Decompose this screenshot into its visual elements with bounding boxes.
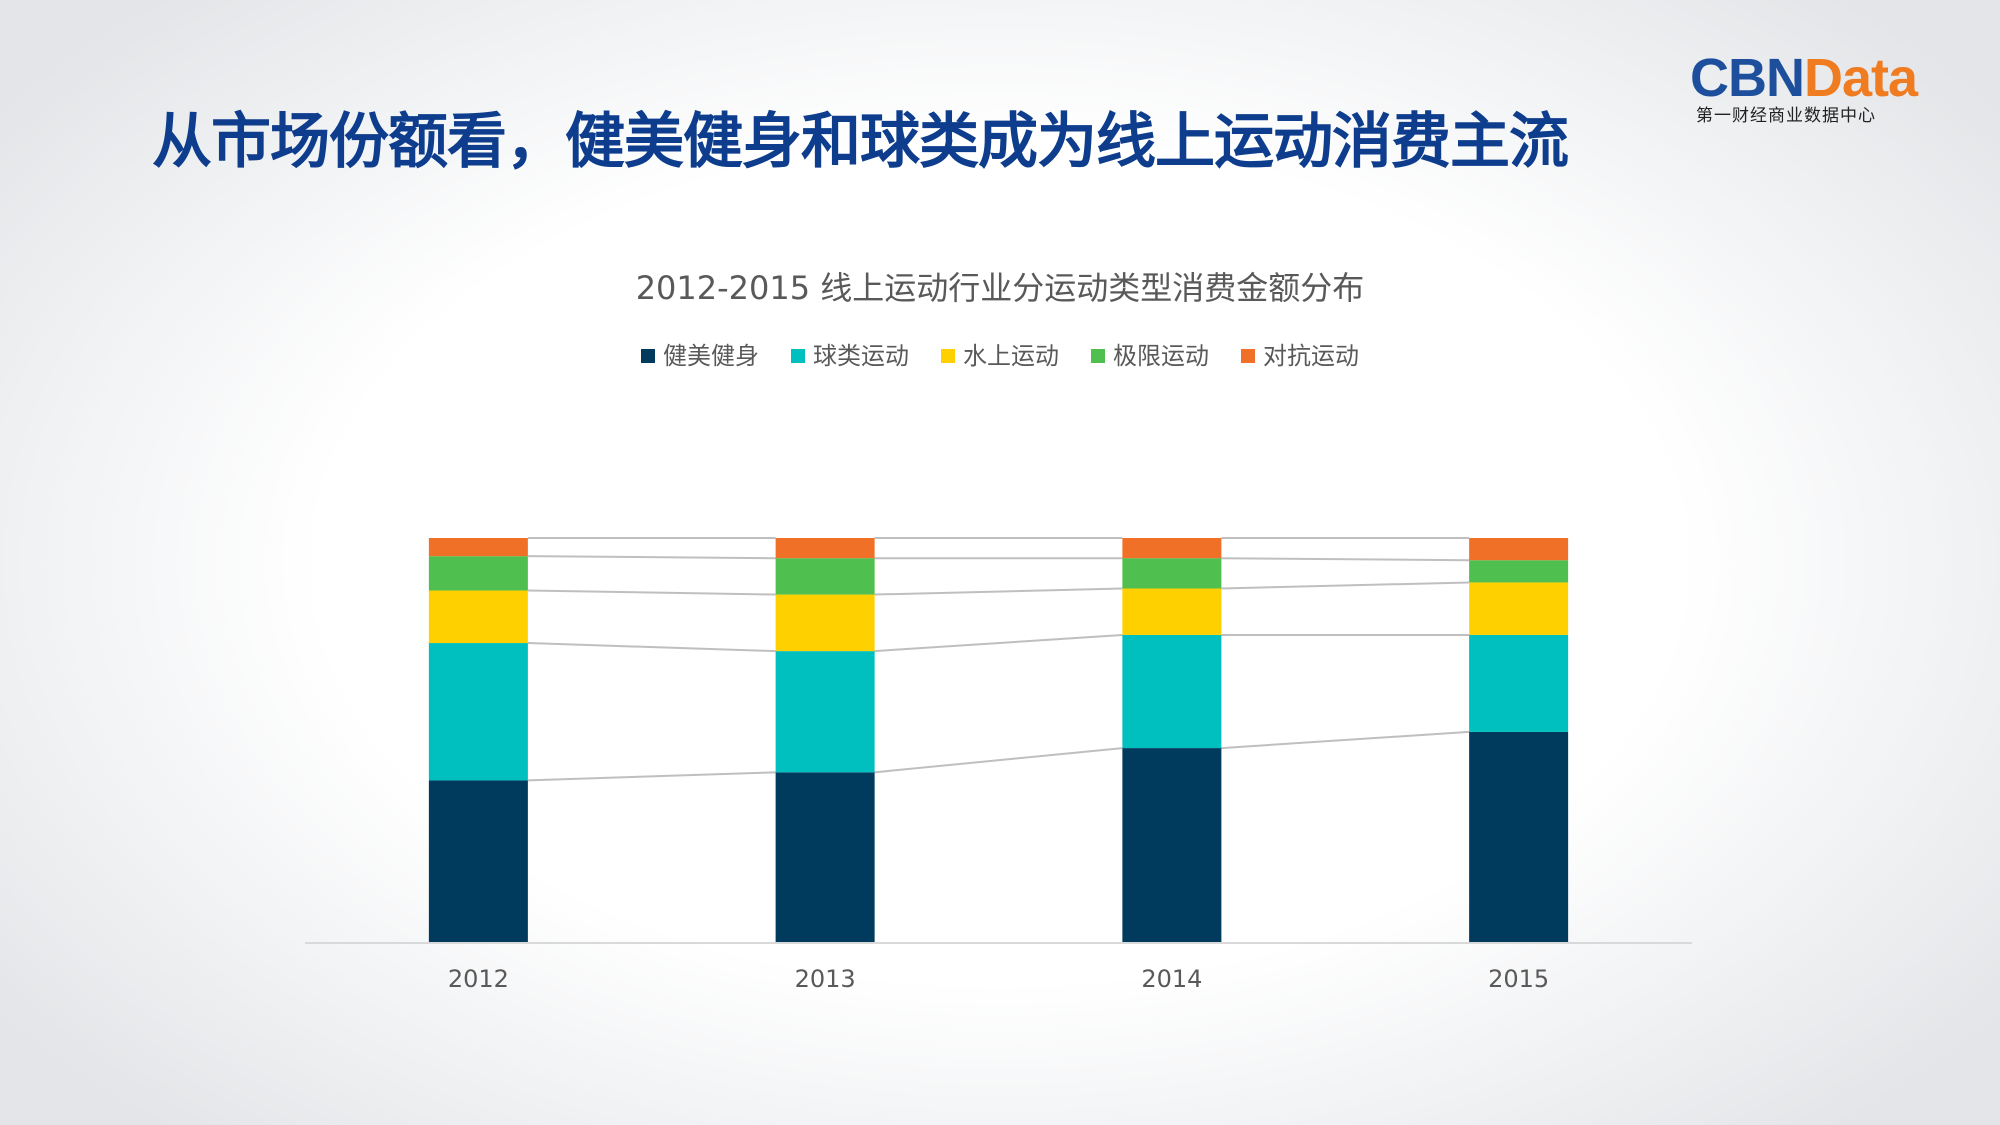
legend-label-ball-sports: 球类运动 [813, 342, 909, 370]
connector-line-fitness [874, 747, 1123, 774]
x-tick-label-2012: 2012 [448, 965, 509, 993]
legend-label-combat-sports: 对抗运动 [1263, 342, 1359, 370]
connector-line-ball-sports [527, 642, 776, 653]
legend-label-water-sports: 水上运动 [963, 342, 1059, 370]
brand-wordmark: CBNData [1690, 50, 1940, 106]
bar-fitness-2013 [775, 772, 875, 942]
legend-item-water-sports: 水上运动 [941, 338, 1059, 374]
bar-ball-sports-2013 [775, 651, 875, 773]
brand-data: Data [1804, 48, 1918, 108]
connector-line-fitness [527, 771, 776, 782]
x-axis-tick-labels: 2012 2013 2014 2015 [448, 965, 1549, 993]
bar-combat-sports-2012 [428, 538, 528, 557]
chart-title: 2012-2015 线上运动行业分运动类型消费金额分布 [635, 269, 1365, 307]
bar-water-sports-2013 [775, 594, 875, 652]
bar-combat-sports-2013 [775, 538, 875, 559]
legend-swatch-water-sports [941, 349, 955, 363]
bar-extreme-sports-2015 [1469, 560, 1569, 583]
legend-swatch-combat-sports [1241, 349, 1255, 363]
x-tick-label-2014: 2014 [1141, 965, 1202, 993]
bar-ball-sports-2015 [1469, 634, 1569, 732]
bar-fitness-2014 [1122, 748, 1222, 942]
bar-ball-sports-2012 [428, 643, 528, 781]
bar-fitness-2012 [428, 780, 528, 942]
legend-swatch-fitness [641, 349, 655, 363]
bar-extreme-sports-2012 [428, 556, 528, 591]
bar-extreme-sports-2014 [1122, 558, 1222, 589]
connector-line-fitness [1221, 730, 1470, 750]
legend-item-ball-sports: 球类运动 [791, 338, 909, 374]
bar-combat-sports-2014 [1122, 538, 1222, 559]
connector-line-water-sports [1221, 581, 1470, 590]
legend-label-fitness: 健美健身 [663, 342, 759, 370]
x-tick-label-2013: 2013 [795, 965, 856, 993]
bar-extreme-sports-2013 [775, 558, 875, 595]
connector-line-ball-sports [874, 633, 1123, 653]
bar-combat-sports-2015 [1469, 538, 1569, 561]
connector-line-water-sports [527, 589, 776, 596]
legend-label-extreme-sports: 极限运动 [1113, 342, 1209, 370]
brand-logo: CBNData 第一财经商业数据中心 [1690, 50, 1940, 126]
slide-title: 从市场份额看，健美健身和球类成为线上运动消费主流 [152, 107, 1569, 177]
bar-water-sports-2014 [1122, 588, 1222, 635]
connector-line-water-sports [874, 587, 1123, 596]
connector-line-extreme-sports [527, 555, 776, 560]
brand-cbn: CBN [1690, 48, 1805, 108]
chart-legend: 健美健身 球类运动 水上运动 极限运动 对抗运动 [0, 338, 2000, 374]
x-tick-label-2015: 2015 [1488, 965, 1549, 993]
legend-item-combat-sports: 对抗运动 [1241, 338, 1359, 374]
connector-line-extreme-sports [1221, 557, 1470, 562]
legend-swatch-ball-sports [791, 349, 805, 363]
bar-ball-sports-2014 [1122, 634, 1222, 749]
bar-water-sports-2012 [428, 590, 528, 644]
chart-bars [428, 538, 1569, 942]
bar-water-sports-2015 [1469, 582, 1569, 635]
legend-item-extreme-sports: 极限运动 [1091, 338, 1209, 374]
series-connector-lines [527, 537, 1470, 782]
bar-fitness-2015 [1469, 731, 1569, 942]
legend-swatch-extreme-sports [1091, 349, 1105, 363]
brand-tagline: 第一财经商业数据中心 [1696, 106, 1876, 126]
legend-item-fitness: 健美健身 [641, 338, 759, 374]
